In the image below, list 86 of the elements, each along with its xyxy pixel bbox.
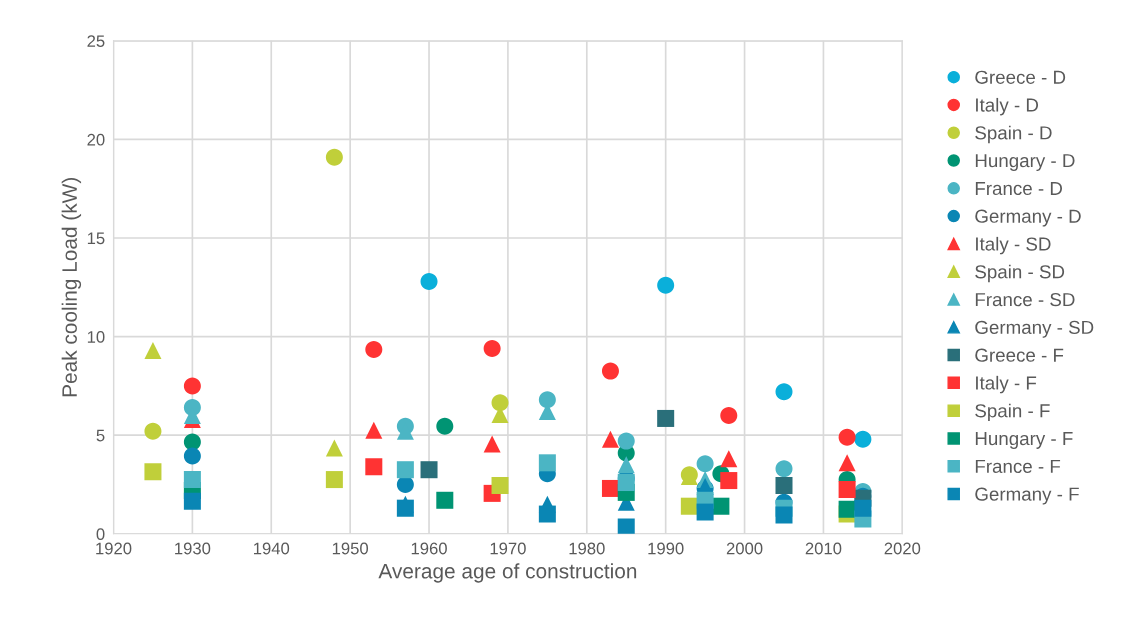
legend-label: Hungary - D <box>975 154 1075 171</box>
point <box>396 461 414 479</box>
legend-label: Greece - F <box>975 348 1064 362</box>
point <box>365 458 383 476</box>
point <box>483 339 501 357</box>
point <box>325 439 343 457</box>
x-tick-label: 1940 <box>254 542 290 555</box>
point <box>325 471 343 489</box>
point <box>838 454 856 472</box>
x-tick-label: 1930 <box>175 542 211 555</box>
point <box>538 391 556 409</box>
legend-label: Germany - F <box>975 487 1079 505</box>
point <box>696 455 714 473</box>
point <box>601 479 619 497</box>
point <box>617 456 635 474</box>
x-tick-label: 1920 <box>96 542 132 555</box>
point <box>325 148 343 166</box>
point <box>183 377 201 395</box>
point <box>144 422 162 440</box>
x-axis-title: Average age of construction <box>378 563 637 583</box>
legend-label: Germany - SD <box>975 320 1094 338</box>
point <box>775 383 793 401</box>
y-tick-label: 15 <box>87 232 105 245</box>
x-tick-label: 1990 <box>648 542 684 555</box>
x-tick-label: 1960 <box>411 542 447 555</box>
legend-label: France - SD <box>975 292 1075 307</box>
point <box>838 480 856 498</box>
point <box>720 450 738 468</box>
point <box>396 499 414 517</box>
point <box>617 518 635 534</box>
legend-label: Italy - SD <box>976 236 1051 255</box>
point <box>720 472 738 490</box>
point <box>775 476 793 494</box>
point <box>396 476 414 494</box>
point <box>838 428 856 446</box>
point <box>617 474 635 492</box>
point <box>420 272 438 290</box>
point <box>657 276 675 294</box>
legend-label: Hungary - F <box>975 432 1073 449</box>
point <box>483 435 501 453</box>
point <box>365 421 383 439</box>
y-tick-label: 10 <box>87 331 105 343</box>
legend-label: Spain - D <box>975 125 1052 144</box>
legend-label: Italy - F <box>976 375 1037 394</box>
point <box>680 497 698 515</box>
point <box>720 406 738 424</box>
legend-label: Italy - D <box>976 97 1039 116</box>
y-tick-label: 20 <box>87 133 105 146</box>
y-tick-label: 25 <box>87 35 105 48</box>
point <box>144 341 162 359</box>
point <box>436 417 454 435</box>
point <box>775 506 793 524</box>
legend-label: France - D <box>975 181 1063 196</box>
legend-label: Greece - D <box>975 70 1066 84</box>
point <box>183 447 201 465</box>
y-tick-label: 5 <box>96 429 105 442</box>
point <box>491 476 509 494</box>
x-tick-label: 1970 <box>490 542 526 555</box>
x-tick-label: 2010 <box>805 542 842 555</box>
point <box>854 499 872 517</box>
point <box>365 340 383 358</box>
x-tick-label: 1950 <box>332 542 369 555</box>
point <box>601 430 619 448</box>
x-tick-label: 2000 <box>726 542 763 555</box>
y-axis-title: Peak cooling Load (kW) <box>61 178 82 397</box>
point <box>617 432 635 450</box>
point <box>854 430 872 448</box>
point <box>420 461 438 479</box>
point <box>601 362 619 380</box>
point <box>538 454 556 472</box>
point <box>696 503 714 521</box>
x-tick-label: 2020 <box>884 542 921 555</box>
y-tick-label: 0 <box>96 528 105 540</box>
point <box>657 409 675 427</box>
legend-label: Spain - F <box>975 403 1050 422</box>
legend-label: Spain - SD <box>975 264 1065 283</box>
point <box>538 505 556 523</box>
legend-label: France - F <box>975 459 1061 473</box>
x-tick-label: 1980 <box>569 542 605 555</box>
point <box>183 471 201 489</box>
point <box>491 394 509 412</box>
point <box>436 491 454 509</box>
point <box>183 492 201 510</box>
legend-label: Germany - D <box>975 209 1081 227</box>
point <box>775 460 793 478</box>
point <box>144 463 162 481</box>
